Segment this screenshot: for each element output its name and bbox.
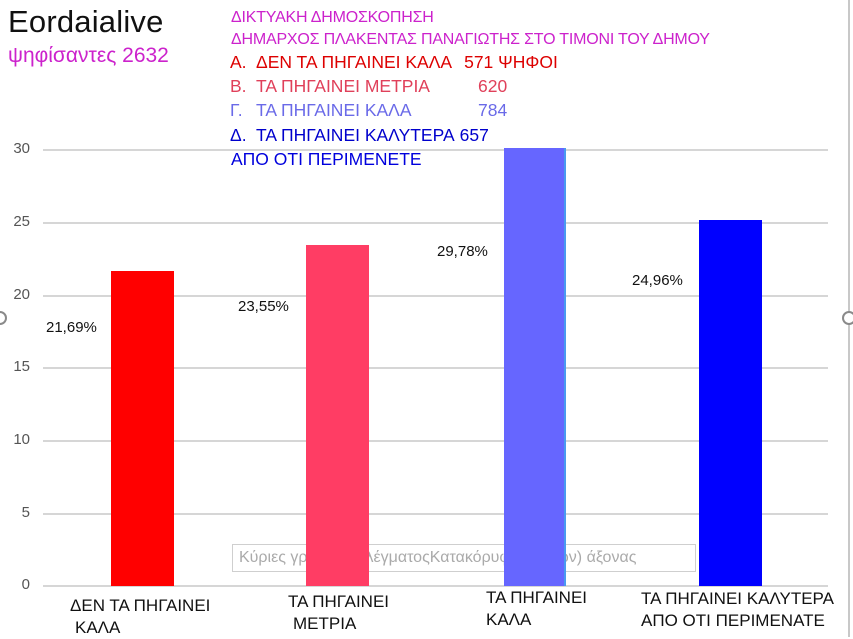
- category-label-line1: ΤΑ ΠΗΓΑΙΝΕΙ: [288, 592, 390, 611]
- y-tick: 10: [13, 431, 30, 448]
- category-label-line1: ΤΑ ΠΗΓΑΙΝΕΙ ΚΑΛΥΤΕΡΑ: [641, 589, 834, 608]
- option-value: 571 ΨΗΦΟΙ: [464, 52, 558, 72]
- option-d-line2: ΑΠΟ ΟΤΙ ΠΕΡΙΜΕΝΕΤΕ: [231, 149, 422, 169]
- gridline-15: [43, 367, 828, 369]
- y-tick: 5: [21, 504, 30, 521]
- option-letter: Β.: [230, 76, 247, 96]
- option-letter: Γ.: [230, 100, 243, 120]
- category-label-line2: ΚΑΛΑ: [486, 610, 532, 629]
- bar-ta-pigainei-metria[interactable]: [306, 245, 369, 586]
- resize-handle-left[interactable]: [0, 311, 7, 325]
- data-label: 21,69%: [46, 319, 97, 336]
- data-label: 23,55%: [238, 298, 289, 315]
- resize-handle-right[interactable]: [842, 311, 853, 325]
- poll-title: ΔΙΚΤΥΑΚΗ ΔΗΜΟΣΚΟΠΗΣΗ: [231, 9, 434, 26]
- category-label: ΤΑ ΠΗΓΑΙΝΕΙ ΚΑΛΑ: [486, 587, 587, 631]
- option-c: Γ. ΤΑ ΠΗΓΑΙΝΕΙ ΚΑΛΑ 784: [230, 100, 507, 121]
- bar-ta-pigainei-kala[interactable]: [504, 148, 566, 586]
- option-a: Α. ΔΕΝ ΤΑ ΠΗΓΑΙΝΕΙ ΚΑΛΑ 571 ΨΗΦΟΙ: [230, 52, 558, 73]
- option-letter: Δ.: [230, 125, 247, 145]
- gridline-25: [43, 222, 828, 224]
- category-label-line2: ΚΑΛΑ: [75, 618, 121, 637]
- option-b: Β. ΤΑ ΠΗΓΑΙΝΕΙ ΜΕΤΡΙΑ 620: [230, 76, 507, 97]
- category-label-line2: ΜΕΤΡΙΑ: [293, 614, 357, 633]
- gridline-30: [43, 149, 828, 151]
- bar-den-ta-pigainei-kala[interactable]: [111, 271, 174, 586]
- bar-overlay: [306, 540, 369, 586]
- option-text: ΤΑ ΠΗΓΑΙΝΕΙ ΚΑΛΥΤΕΡΑ: [256, 125, 455, 145]
- y-tick: 20: [13, 286, 30, 303]
- bar-overlay: [699, 540, 762, 586]
- gridline-5: [43, 513, 828, 515]
- data-label: 29,78%: [437, 243, 488, 260]
- data-label: 24,96%: [632, 272, 683, 289]
- category-label: ΔΕΝ ΤΑ ΠΗΓΑΙΝΕΙ ΚΑΛΑ: [70, 595, 210, 639]
- y-tick: 15: [13, 358, 30, 375]
- category-label-line2: ΑΠΟ ΟΤΙ ΠΕΡΙΜΕΝΑΤΕ: [641, 611, 825, 630]
- option-letter: Α.: [230, 52, 247, 72]
- bar-ta-pigainei-kalytera[interactable]: [699, 220, 762, 586]
- y-tick: 30: [13, 140, 30, 157]
- option-value: 620: [478, 76, 508, 96]
- brand-title: Eordaialive: [8, 4, 164, 39]
- category-label-line1: ΤΑ ΠΗΓΑΙΝΕΙ: [486, 588, 588, 607]
- y-tick: 25: [13, 213, 30, 230]
- category-label-line1: ΔΕΝ ΤΑ ΠΗΓΑΙΝΕΙ: [70, 596, 211, 615]
- category-label: ΤΑ ΠΗΓΑΙΝΕΙ ΜΕΤΡΙΑ: [288, 591, 389, 635]
- voters-count: ψηφίσαντες 2632: [8, 44, 169, 67]
- gridline-10: [43, 440, 828, 442]
- y-tick: 0: [21, 576, 30, 593]
- bar-overlay: [504, 540, 566, 586]
- option-text: ΤΑ ΠΗΓΑΙΝΕΙ ΜΕΤΡΙΑ: [256, 76, 430, 96]
- option-value: 784: [478, 100, 508, 120]
- gridline-0: [43, 585, 828, 587]
- poll-question: ΔΗΜΑΡΧΟΣ ΠΛΑΚΕΝΤΑΣ ΠΑΝΑΓΙΩΤΗΣ ΣΤΟ ΤΙΜΟΝΙ…: [231, 31, 710, 48]
- option-d: Δ. ΤΑ ΠΗΓΑΙΝΕΙ ΚΑΛΥΤΕΡΑ 657: [230, 125, 489, 146]
- option-value: 657: [459, 125, 489, 145]
- option-text: ΤΑ ΠΗΓΑΙΝΕΙ ΚΑΛΑ: [256, 100, 412, 120]
- gridline-20: [43, 295, 828, 297]
- option-text: ΔΕΝ ΤΑ ΠΗΓΑΙΝΕΙ ΚΑΛΑ: [256, 52, 453, 72]
- gridline-tooltip: Κύριες γραμμές πλέγματοςΚατακόρυφου (τιμ…: [232, 544, 696, 572]
- category-label: ΤΑ ΠΗΓΑΙΝΕΙ ΚΑΛΥΤΕΡΑ ΑΠΟ ΟΤΙ ΠΕΡΙΜΕΝΑΤΕ: [641, 588, 834, 632]
